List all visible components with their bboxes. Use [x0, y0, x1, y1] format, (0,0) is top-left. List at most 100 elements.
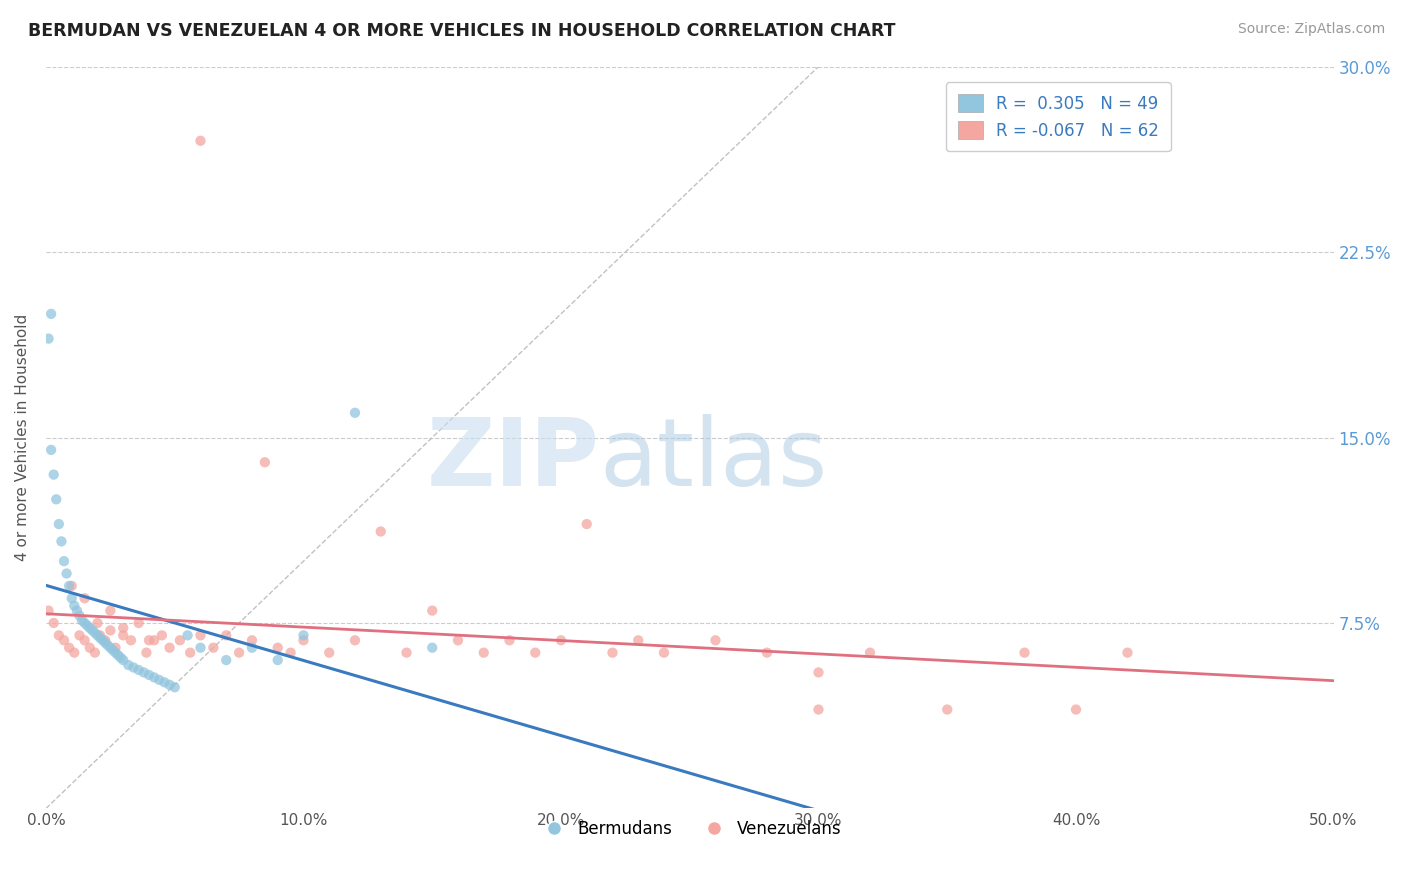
- Point: [104, 646, 127, 660]
- Point: [143, 633, 166, 648]
- Point: [128, 615, 150, 630]
- Point: [395, 646, 418, 660]
- Point: [1116, 646, 1139, 660]
- Text: BERMUDAN VS VENEZUELAN 4 OR MORE VEHICLES IN HOUSEHOLD CORRELATION CHART: BERMUDAN VS VENEZUELAN 4 OR MORE VEHICLE…: [28, 22, 896, 40]
- Point: [179, 646, 201, 660]
- Point: [420, 604, 443, 618]
- Point: [936, 702, 959, 716]
- Point: [370, 524, 392, 539]
- Point: [292, 633, 315, 648]
- Point: [86, 628, 108, 642]
- Point: [60, 591, 83, 606]
- Point: [190, 640, 212, 655]
- Point: [73, 615, 96, 630]
- Point: [112, 653, 135, 667]
- Point: [153, 675, 176, 690]
- Point: [267, 653, 290, 667]
- Point: [524, 646, 547, 660]
- Text: Source: ZipAtlas.com: Source: ZipAtlas.com: [1237, 22, 1385, 37]
- Point: [38, 604, 60, 618]
- Point: [97, 638, 120, 652]
- Point: [202, 640, 225, 655]
- Point: [575, 517, 598, 532]
- Point: [1064, 702, 1087, 716]
- Point: [169, 633, 191, 648]
- Point: [240, 633, 263, 648]
- Text: ZIP: ZIP: [427, 414, 599, 506]
- Point: [756, 646, 779, 660]
- Point: [318, 646, 340, 660]
- Point: [73, 591, 96, 606]
- Point: [602, 646, 624, 660]
- Point: [176, 628, 198, 642]
- Point: [190, 628, 212, 642]
- Point: [82, 624, 104, 638]
- Point: [79, 640, 101, 655]
- Point: [63, 646, 86, 660]
- Point: [253, 455, 276, 469]
- Point: [420, 640, 443, 655]
- Point: [228, 646, 250, 660]
- Point: [143, 670, 166, 684]
- Point: [1014, 646, 1036, 660]
- Point: [104, 640, 127, 655]
- Legend: Bermudans, Venezuelans: Bermudans, Venezuelans: [531, 814, 849, 845]
- Point: [39, 307, 62, 321]
- Point: [343, 406, 366, 420]
- Point: [447, 633, 470, 648]
- Point: [150, 628, 173, 642]
- Point: [807, 702, 830, 716]
- Point: [117, 658, 139, 673]
- Point: [98, 624, 121, 638]
- Text: atlas: atlas: [599, 414, 828, 506]
- Point: [112, 621, 135, 635]
- Point: [120, 633, 142, 648]
- Point: [240, 640, 263, 655]
- Point: [58, 640, 80, 655]
- Point: [53, 633, 76, 648]
- Point: [132, 665, 155, 680]
- Point: [101, 643, 124, 657]
- Point: [91, 633, 114, 648]
- Point: [53, 554, 76, 568]
- Point: [42, 467, 65, 482]
- Point: [292, 628, 315, 642]
- Point: [112, 628, 135, 642]
- Point: [215, 628, 238, 642]
- Point: [859, 646, 882, 660]
- Point: [86, 615, 108, 630]
- Point: [94, 633, 117, 648]
- Point: [550, 633, 572, 648]
- Point: [48, 517, 70, 532]
- Point: [66, 604, 89, 618]
- Point: [107, 648, 129, 662]
- Point: [135, 646, 157, 660]
- Point: [138, 633, 160, 648]
- Point: [704, 633, 727, 648]
- Point: [69, 608, 91, 623]
- Point: [38, 332, 60, 346]
- Point: [89, 628, 111, 642]
- Point: [190, 134, 212, 148]
- Point: [94, 636, 117, 650]
- Point: [89, 631, 111, 645]
- Point: [138, 668, 160, 682]
- Point: [472, 646, 495, 660]
- Point: [627, 633, 650, 648]
- Point: [69, 628, 91, 642]
- Point: [280, 646, 302, 660]
- Point: [148, 673, 170, 687]
- Point: [122, 660, 145, 674]
- Point: [159, 678, 181, 692]
- Point: [163, 680, 186, 694]
- Point: [83, 646, 105, 660]
- Point: [63, 599, 86, 613]
- Point: [79, 621, 101, 635]
- Point: [498, 633, 520, 648]
- Y-axis label: 4 or more Vehicles in Household: 4 or more Vehicles in Household: [15, 314, 30, 561]
- Point: [267, 640, 290, 655]
- Point: [39, 442, 62, 457]
- Point: [51, 534, 73, 549]
- Point: [110, 650, 132, 665]
- Point: [215, 653, 238, 667]
